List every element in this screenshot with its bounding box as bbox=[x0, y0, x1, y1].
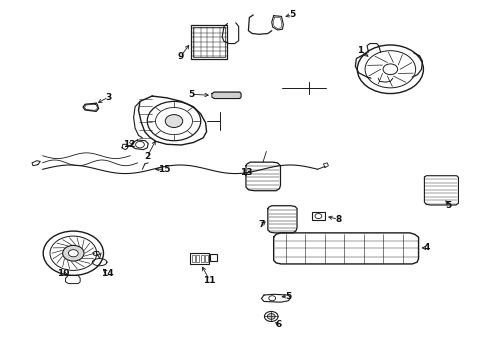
Text: 9: 9 bbox=[177, 52, 183, 61]
Bar bbox=[191, 24, 227, 59]
Circle shape bbox=[382, 64, 397, 75]
Bar bbox=[193, 27, 224, 57]
Text: 5: 5 bbox=[285, 292, 291, 301]
Text: 8: 8 bbox=[335, 215, 341, 224]
Text: 1: 1 bbox=[356, 46, 363, 55]
Text: 2: 2 bbox=[144, 152, 150, 161]
Text: 5: 5 bbox=[445, 201, 451, 210]
Circle shape bbox=[357, 45, 423, 94]
Text: 12: 12 bbox=[123, 140, 135, 149]
Circle shape bbox=[165, 114, 183, 127]
Text: 10: 10 bbox=[57, 269, 70, 278]
Circle shape bbox=[268, 296, 275, 301]
Text: 14: 14 bbox=[101, 269, 114, 278]
Text: 6: 6 bbox=[275, 320, 281, 329]
Text: 5: 5 bbox=[187, 90, 194, 99]
Circle shape bbox=[147, 102, 201, 141]
Text: 15: 15 bbox=[158, 165, 170, 174]
Circle shape bbox=[135, 141, 144, 148]
Text: 7: 7 bbox=[258, 220, 264, 229]
Bar bbox=[196, 255, 199, 262]
Circle shape bbox=[264, 311, 278, 321]
Circle shape bbox=[62, 246, 84, 261]
Text: 13: 13 bbox=[239, 168, 252, 177]
Bar bbox=[210, 254, 217, 261]
Bar bbox=[311, 212, 325, 220]
Text: 3: 3 bbox=[105, 93, 111, 102]
Circle shape bbox=[68, 249, 78, 257]
Text: 5: 5 bbox=[288, 10, 295, 19]
Bar bbox=[204, 255, 207, 262]
Text: 4: 4 bbox=[422, 243, 428, 252]
Bar bbox=[190, 252, 208, 264]
Bar bbox=[201, 255, 203, 262]
Text: 11: 11 bbox=[203, 275, 215, 284]
Circle shape bbox=[43, 231, 103, 275]
Bar bbox=[192, 255, 195, 262]
Circle shape bbox=[314, 213, 321, 219]
Circle shape bbox=[267, 314, 275, 319]
